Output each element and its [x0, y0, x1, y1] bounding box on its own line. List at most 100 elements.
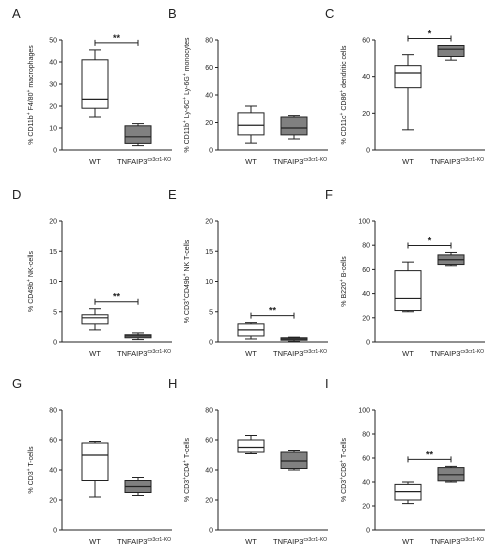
- panel-e-category-wt: WT: [245, 349, 257, 358]
- panel-d-letter: D: [12, 187, 21, 202]
- panel-f-category-wt: WT: [402, 349, 414, 358]
- panel-h-y-tick-label: 60: [205, 438, 213, 445]
- panel-f-significance-label: *: [428, 235, 432, 245]
- panel-h-y-tick-label: 40: [205, 468, 213, 475]
- panel-i-category-ko: TNFAIP3cx3cr1-KO: [430, 537, 484, 546]
- panel-h-category-wt: WT: [245, 537, 257, 546]
- panel-i-y-tick-label: 80: [362, 432, 370, 439]
- panel-d-y-tick-label: 20: [49, 219, 57, 226]
- panel-c-letter: C: [325, 6, 334, 21]
- panel-a-y-axis-label: % CD11b+ F4/80+ macrophages: [26, 45, 35, 145]
- panel-a-y-tick-label: 20: [49, 104, 57, 111]
- panel-e-category-ko: TNFAIP3cx3cr1-KO: [273, 349, 327, 358]
- panel-b-y-tick-label: 0: [209, 148, 213, 155]
- panel-d: D 0 5 10 15 20 % CD49b+ NK-cells WT TNFAIP3cx3cr…: [12, 187, 172, 358]
- panel-b-ko-box: [280, 116, 308, 136]
- panel-h-y-tick-label: 0: [209, 528, 213, 535]
- panel-g-letter: G: [12, 376, 22, 391]
- panel-d-wt-box: [81, 314, 109, 325]
- panel-b-y-tick-label: 20: [205, 120, 213, 127]
- panel-e-y-tick-label: 20: [205, 219, 213, 226]
- panel-g-y-tick-label: 20: [49, 498, 57, 505]
- panel-e-y-tick-label: 15: [205, 249, 213, 256]
- panel-i-y-tick-label: 20: [362, 504, 370, 511]
- panel-i: I 0 20 40 60 80 100 % CD3+CD8+ T-cells WT TNFAIP3…: [325, 376, 485, 546]
- panel-e: E 0 5 10 15 20 % CD3+CD49b+ NK T-cells WT TNFAIP…: [168, 187, 328, 358]
- panel-d-y-tick-label: 10: [49, 279, 57, 286]
- panel-e-y-tick-label: 10: [205, 279, 213, 286]
- panel-d-y-tick-label: 0: [53, 340, 57, 347]
- panel-b-letter: B: [168, 6, 177, 21]
- panel-c-y-tick-label: 40: [362, 74, 370, 81]
- panel-f-y-tick-label: 40: [362, 291, 370, 298]
- panel-b-y-tick-label: 60: [205, 65, 213, 72]
- panel-h-ko-box: [280, 451, 308, 469]
- panel-c-y-tick-label: 20: [362, 111, 370, 118]
- panel-b-y-tick-label: 80: [205, 38, 213, 45]
- panel-g-category-wt: WT: [89, 537, 101, 546]
- panel-i-y-tick-label: 0: [366, 528, 370, 535]
- panel-f-y-tick-label: 60: [362, 267, 370, 274]
- panel-c-y-tick-label: 0: [366, 148, 370, 155]
- panel-c-y-tick-label: 60: [362, 38, 370, 45]
- panel-a-significance-label: **: [113, 33, 121, 43]
- panel-b-y-tick-label: 40: [205, 93, 213, 100]
- panel-h-y-tick-label: 80: [205, 408, 213, 415]
- panel-b: B 0 20 40 60 80 % CD11b+ Ly-6C+ Ly-6G+ monocyt…: [168, 6, 328, 166]
- panel-e-y-axis-label: % CD3+CD49b+ NK T-cells: [182, 239, 191, 323]
- panel-h: H 0 20 40 60 80 % CD3+CD4+ T-cells WT TNFAIP3cx3…: [168, 376, 328, 546]
- panel-a-y-tick-label: 50: [49, 38, 57, 45]
- panel-b-y-axis-label: % CD11b+ Ly-6C+ Ly-6G+ monocytes: [182, 37, 191, 153]
- panel-i-category-wt: WT: [402, 537, 414, 546]
- panel-e-letter: E: [168, 187, 177, 202]
- panel-c-wt-box: [394, 65, 422, 89]
- panel-i-y-tick-label: 100: [358, 408, 370, 415]
- panel-d-category-wt: WT: [89, 349, 101, 358]
- panel-h-letter: H: [168, 376, 177, 391]
- panel-f-wt-box: [394, 270, 422, 312]
- panel-a-y-tick-label: 40: [49, 60, 57, 67]
- panel-f: F 0 20 40 60 80 100 % B220+ B-cells WT TNFAIP3cx3…: [325, 187, 485, 358]
- panel-g-y-tick-label: 0: [53, 528, 57, 535]
- panel-a: A 0 10 20 30 40 50 % CD11b+ F4/80+ macrophages W…: [12, 6, 172, 166]
- panel-a-y-tick-label: 30: [49, 82, 57, 89]
- panel-a-y-tick-label: 10: [49, 126, 57, 133]
- panel-a-wt-box: [81, 59, 109, 109]
- panel-h-category-ko: TNFAIP3cx3cr1-KO: [273, 537, 327, 546]
- panel-d-y-axis-label: % CD49b+ NK-cells: [26, 251, 35, 312]
- panel-b-category-wt: WT: [245, 157, 257, 166]
- panel-b-category-ko: TNFAIP3cx3cr1-KO: [273, 157, 327, 166]
- panel-d-significance-label: **: [113, 292, 121, 302]
- panel-g-y-axis-label: % CD3+ T-cells: [26, 446, 35, 494]
- panel-a-category-ko: TNFAIP3cx3cr1-KO: [117, 157, 171, 166]
- panel-g-category-ko: TNFAIP3cx3cr1-KO: [117, 537, 171, 546]
- panel-f-y-tick-label: 80: [362, 243, 370, 250]
- panel-g: G 0 20 40 60 80 % CD3+ T-cells WT TNFAIP3cx3cr1-…: [12, 376, 172, 546]
- panel-c: C 0 20 40 60 % CD11c+ CD86+ dendritic cells WT…: [325, 6, 485, 166]
- panel-a-category-wt: WT: [89, 157, 101, 166]
- panel-i-y-tick-label: 60: [362, 456, 370, 463]
- panel-f-y-tick-label: 100: [358, 219, 370, 226]
- panel-e-significance-label: **: [269, 306, 277, 316]
- panel-i-y-axis-label: % CD3+CD8+ T-cells: [339, 437, 348, 502]
- panel-g-y-tick-label: 60: [49, 438, 57, 445]
- panel-h-y-axis-label: % CD3+CD4+ T-cells: [182, 437, 191, 502]
- panel-b-wt-box: [237, 112, 265, 136]
- panel-c-ko-box: [437, 45, 465, 57]
- panel-h-y-tick-label: 20: [205, 498, 213, 505]
- panel-a-y-tick-label: 0: [53, 148, 57, 155]
- panel-d-y-tick-label: 5: [53, 309, 57, 316]
- panel-g-y-tick-label: 80: [49, 408, 57, 415]
- panel-d-category-ko: TNFAIP3cx3cr1-KO: [117, 349, 171, 358]
- panel-c-category-ko: TNFAIP3cx3cr1-KO: [430, 157, 484, 166]
- panel-d-y-tick-label: 15: [49, 249, 57, 256]
- panel-i-letter: I: [325, 376, 329, 391]
- panel-i-y-tick-label: 40: [362, 480, 370, 487]
- panel-f-y-tick-label: 0: [366, 340, 370, 347]
- panel-g-y-tick-label: 40: [49, 468, 57, 475]
- panel-g-wt-box: [81, 442, 109, 481]
- panel-f-letter: F: [325, 187, 333, 202]
- panel-f-category-ko: TNFAIP3cx3cr1-KO: [430, 349, 484, 358]
